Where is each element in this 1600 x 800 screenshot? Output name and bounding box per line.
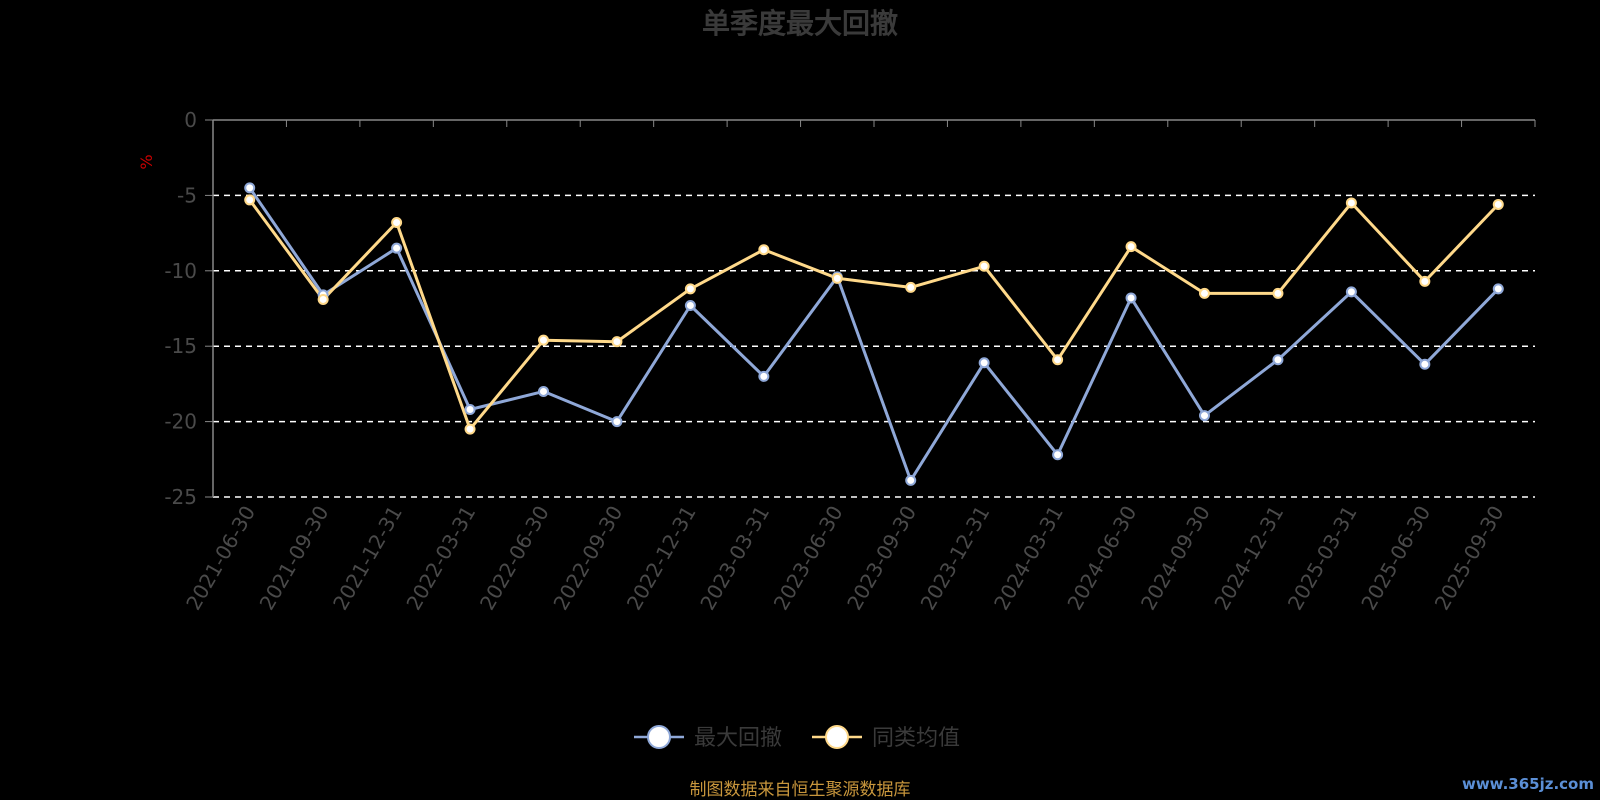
grid-lines <box>213 194 1535 498</box>
x-tick-label: 2022-06-30 <box>475 502 554 615</box>
data-point-series-2[interactable] <box>831 272 843 284</box>
data-point-series-1[interactable] <box>1125 292 1137 304</box>
data-point-series-2[interactable] <box>317 293 329 305</box>
data-point-series-2[interactable] <box>1272 287 1284 299</box>
data-point-series-1[interactable] <box>978 357 990 369</box>
x-tick-label: 2025-03-31 <box>1283 502 1362 615</box>
data-point-series-1[interactable] <box>1492 283 1504 295</box>
data-point-series-2[interactable] <box>758 244 770 256</box>
x-tick-label: 2025-09-30 <box>1430 502 1509 615</box>
x-tick-label: 2022-12-31 <box>622 502 701 615</box>
series-line-1 <box>248 187 1500 482</box>
data-point-series-2[interactable] <box>1125 241 1137 253</box>
data-point-series-2[interactable] <box>978 260 990 272</box>
x-tick-label: 2022-03-31 <box>401 502 480 615</box>
data-point-series-1[interactable] <box>464 404 476 416</box>
x-tick-label: 2023-03-31 <box>695 502 774 615</box>
data-point-series-1[interactable] <box>538 385 549 397</box>
data-point-series-1[interactable] <box>684 299 696 311</box>
y-tick-label: -20 <box>164 410 197 434</box>
data-point-series-2[interactable] <box>1199 287 1210 299</box>
axes <box>205 119 1536 498</box>
data-point-series-1[interactable] <box>905 474 917 486</box>
x-tick-label: 2023-09-30 <box>842 501 921 614</box>
data-point-series-1[interactable] <box>391 242 403 254</box>
watermark: www.365jz.com <box>1462 775 1594 793</box>
x-tick-label: 2023-06-30 <box>769 502 848 615</box>
data-point-series-2[interactable] <box>1052 354 1064 366</box>
data-point-series-1[interactable] <box>1199 410 1210 422</box>
x-tick-label: 2024-06-30 <box>1062 502 1141 615</box>
data-point-series-1[interactable] <box>244 182 256 194</box>
legend-label: 同类均值 <box>872 726 960 751</box>
x-tick-label: 2021-09-30 <box>255 502 334 615</box>
legend-label: 最大回撤 <box>694 726 782 751</box>
legend-marker <box>647 725 671 749</box>
data-point-series-2[interactable] <box>244 194 256 206</box>
y-tick-label: -15 <box>164 334 197 358</box>
data-point-series-2[interactable] <box>391 217 403 229</box>
y-tick-label: -5 <box>177 183 197 207</box>
data-point-series-2[interactable] <box>538 334 549 346</box>
x-tick-label: 2025-06-30 <box>1356 502 1435 615</box>
x-tick-label: 2023-12-31 <box>916 502 995 615</box>
y-tick-labels: 0 -5 -10 -15 -20 -25 <box>164 108 197 509</box>
data-source-note: 制图数据来自恒生聚源数据库 <box>690 780 911 800</box>
data-point-series-1[interactable] <box>758 370 770 382</box>
x-tick-label: 2021-06-30 <box>181 502 260 615</box>
y-tick-label: -25 <box>164 485 197 509</box>
legend-item-1[interactable]: 最大回撤 <box>634 725 782 751</box>
data-point-series-1[interactable] <box>1345 286 1357 298</box>
data-point-series-1[interactable] <box>1272 354 1284 366</box>
data-point-series-2[interactable] <box>684 283 696 295</box>
x-tick-labels: 2021-06-302021-09-302021-12-312022-03-31… <box>181 501 1508 614</box>
data-point-series-2[interactable] <box>611 336 623 348</box>
data-point-series-2[interactable] <box>464 423 476 435</box>
series-lines <box>244 182 1504 486</box>
x-tick-label: 2024-12-31 <box>1209 502 1288 615</box>
data-point-series-2[interactable] <box>1419 275 1431 287</box>
y-tick-label: -10 <box>164 259 197 283</box>
legend[interactable]: 最大回撤 同类均值 <box>634 725 960 751</box>
data-point-series-1[interactable] <box>611 416 623 428</box>
x-tick-label: 2022-09-30 <box>548 502 627 615</box>
data-point-series-2[interactable] <box>1492 198 1504 210</box>
chart-title: 单季度最大回撤 <box>702 7 898 40</box>
x-tick-label: 2024-09-30 <box>1136 502 1215 615</box>
data-point-series-2[interactable] <box>1345 197 1357 209</box>
series-line-2 <box>248 199 1500 431</box>
legend-marker <box>825 725 849 749</box>
y-tick-label: 0 <box>184 108 197 132</box>
data-point-series-1[interactable] <box>1052 449 1064 461</box>
x-tick-label: 2021-12-31 <box>328 501 407 614</box>
y-axis-unit: % <box>137 154 156 169</box>
data-point-series-1[interactable] <box>1419 358 1431 370</box>
data-point-series-2[interactable] <box>905 281 917 293</box>
x-tick-label: 2024-03-31 <box>989 502 1068 615</box>
legend-item-2[interactable]: 同类均值 <box>812 725 960 751</box>
